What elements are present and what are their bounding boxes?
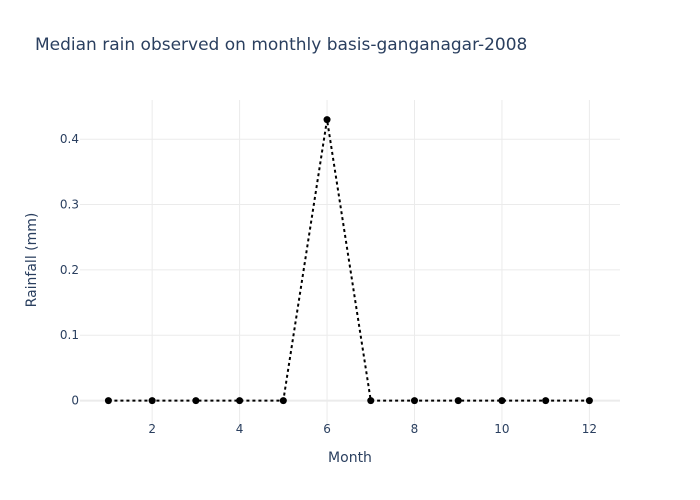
data-point[interactable] <box>323 116 331 124</box>
y-tick-labels: 0 0.1 0.2 0.3 0.4 <box>60 132 79 407</box>
x-tick-label: 2 <box>148 422 156 436</box>
data-point[interactable] <box>410 397 418 405</box>
x-tick-label: 6 <box>323 422 331 436</box>
y-tick-label: 0 <box>71 394 79 408</box>
x-tick-labels: 2 4 6 8 10 12 <box>148 422 597 436</box>
data-point[interactable] <box>585 397 593 405</box>
x-tick-label: 4 <box>236 422 244 436</box>
chart-title: Median rain observed on monthly basis-ga… <box>35 35 527 55</box>
y-tick-label: 0.4 <box>60 132 79 146</box>
data-point[interactable] <box>454 397 462 405</box>
data-point[interactable] <box>367 397 375 405</box>
x-tick-label: 10 <box>494 422 509 436</box>
y-axis-label: Rainfall (mm) <box>24 213 40 308</box>
y-tick-label: 0.1 <box>60 328 79 342</box>
data-point[interactable] <box>498 397 506 405</box>
data-point[interactable] <box>279 397 287 405</box>
grid-y <box>80 138 620 402</box>
x-tick-label: 8 <box>411 422 419 436</box>
series-markers <box>104 116 593 405</box>
data-point[interactable] <box>236 397 244 405</box>
y-tick-label: 0.2 <box>60 263 79 277</box>
data-point[interactable] <box>148 397 156 405</box>
x-axis-label: Month <box>328 450 372 466</box>
series-line <box>108 119 590 402</box>
data-point[interactable] <box>104 397 112 405</box>
grid-x <box>151 100 590 430</box>
data-point[interactable] <box>542 397 550 405</box>
y-tick-label: 0.3 <box>60 198 79 212</box>
data-point[interactable] <box>192 397 200 405</box>
x-tick-label: 12 <box>582 422 597 436</box>
